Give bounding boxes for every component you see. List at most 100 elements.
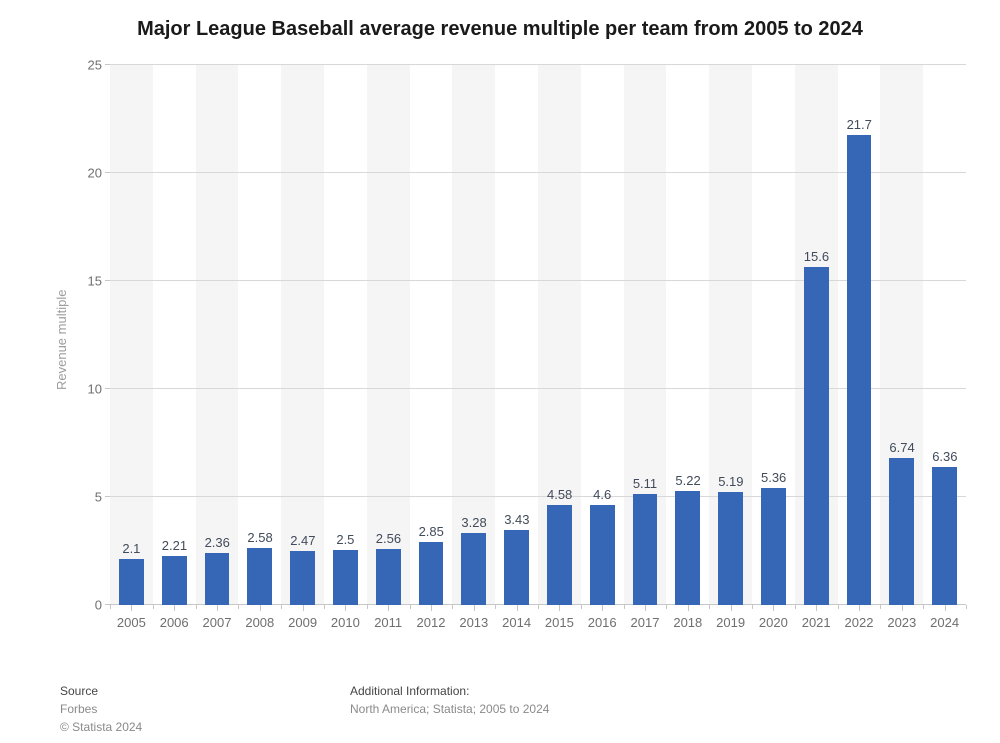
x-tick-label: 2013 [459, 615, 488, 630]
y-tick-label: 25 [88, 58, 102, 73]
x-tick-mark [795, 605, 796, 609]
background-stripe [110, 65, 153, 605]
x-tick-mark [367, 605, 368, 609]
bar: 21.7 [847, 135, 872, 605]
bar: 2.21 [162, 556, 187, 605]
x-tick-label: 2012 [417, 615, 446, 630]
x-tick-label: 2020 [759, 615, 788, 630]
x-tick-label: 2019 [716, 615, 745, 630]
bar-value-label: 21.7 [847, 117, 872, 136]
gridline [110, 388, 966, 389]
x-tick-label: 2005 [117, 615, 146, 630]
x-tick-label: 2018 [673, 615, 702, 630]
x-tick-mark [666, 605, 667, 609]
bar: 2.56 [376, 549, 401, 605]
x-tick-label: 2022 [845, 615, 874, 630]
bar: 4.6 [590, 505, 615, 605]
bar: 2.85 [419, 542, 444, 605]
bar-value-label: 6.36 [932, 449, 957, 468]
x-tick-label: 2011 [374, 615, 402, 630]
source-heading: Source [60, 682, 142, 700]
bar-value-label: 2.5 [333, 532, 358, 551]
x-tick-mark [645, 605, 646, 611]
x-tick-label: 2015 [545, 615, 574, 630]
y-tick-mark [105, 280, 110, 281]
x-tick-mark [581, 605, 582, 609]
bar: 3.28 [461, 533, 486, 605]
bar-value-label: 5.22 [675, 473, 700, 492]
x-tick-mark [838, 605, 839, 609]
bar: 2.47 [290, 551, 315, 605]
x-tick-mark [731, 605, 732, 611]
x-tick-label: 2017 [631, 615, 660, 630]
bar-value-label: 5.11 [633, 476, 658, 495]
chart-area: Revenue multiple 05101520252.120052.2120… [0, 47, 1000, 645]
x-tick-mark [517, 605, 518, 611]
x-tick-mark [303, 605, 304, 611]
x-tick-mark [945, 605, 946, 611]
x-tick-mark [110, 605, 111, 609]
background-stripe [281, 65, 324, 605]
x-tick-mark [238, 605, 239, 609]
x-tick-mark [474, 605, 475, 611]
bar-value-label: 2.21 [162, 538, 187, 557]
x-tick-label: 2007 [203, 615, 232, 630]
plot-area: 05101520252.120052.2120062.3620072.58200… [110, 65, 966, 605]
bar: 2.1 [119, 559, 144, 605]
x-tick-mark [559, 605, 560, 611]
x-tick-mark [709, 605, 710, 609]
gridline [110, 496, 966, 497]
y-tick-label: 5 [95, 490, 102, 505]
y-tick-mark [105, 496, 110, 497]
x-tick-label: 2009 [288, 615, 317, 630]
source-block: Source Forbes © Statista 2024 [60, 682, 142, 736]
x-tick-mark [217, 605, 218, 611]
bar: 6.74 [889, 458, 914, 605]
bar: 5.36 [761, 488, 786, 605]
bar: 5.19 [718, 492, 743, 605]
copyright-text: © Statista 2024 [60, 718, 142, 736]
bar-value-label: 2.56 [376, 531, 401, 550]
bar: 4.58 [547, 505, 572, 605]
x-tick-mark [431, 605, 432, 611]
x-tick-label: 2006 [160, 615, 189, 630]
x-tick-mark [196, 605, 197, 609]
x-tick-label: 2016 [588, 615, 617, 630]
gridline [110, 64, 966, 65]
x-tick-mark [452, 605, 453, 609]
x-tick-mark [880, 605, 881, 609]
bar-value-label: 6.74 [889, 440, 914, 459]
x-tick-label: 2023 [887, 615, 916, 630]
bar-value-label: 3.28 [461, 515, 486, 534]
x-tick-mark [624, 605, 625, 609]
bar-value-label: 2.47 [290, 533, 315, 552]
y-tick-mark [105, 388, 110, 389]
bar: 2.36 [205, 553, 230, 605]
x-tick-label: 2021 [802, 615, 831, 630]
bar: 2.5 [333, 550, 358, 605]
x-tick-mark [153, 605, 154, 609]
x-tick-mark [345, 605, 346, 611]
x-tick-label: 2008 [245, 615, 274, 630]
bar: 5.22 [675, 491, 700, 605]
x-tick-mark [902, 605, 903, 611]
y-tick-mark [105, 172, 110, 173]
x-tick-mark [324, 605, 325, 609]
x-tick-mark [816, 605, 817, 611]
additional-info-block: Additional Information: North America; S… [350, 682, 549, 718]
x-tick-label: 2024 [930, 615, 959, 630]
x-tick-label: 2014 [502, 615, 531, 630]
bar-value-label: 5.19 [718, 474, 743, 493]
y-axis-label: Revenue multiple [54, 290, 69, 390]
x-tick-mark [174, 605, 175, 611]
x-tick-mark [260, 605, 261, 611]
bar: 2.58 [247, 548, 272, 605]
x-tick-mark [966, 605, 967, 609]
bar: 15.6 [804, 267, 829, 605]
additional-info-text: North America; Statista; 2005 to 2024 [350, 700, 549, 718]
background-stripe [196, 65, 239, 605]
x-tick-mark [388, 605, 389, 611]
x-tick-mark [131, 605, 132, 611]
x-tick-label: 2010 [331, 615, 360, 630]
bar-value-label: 4.58 [547, 487, 572, 506]
